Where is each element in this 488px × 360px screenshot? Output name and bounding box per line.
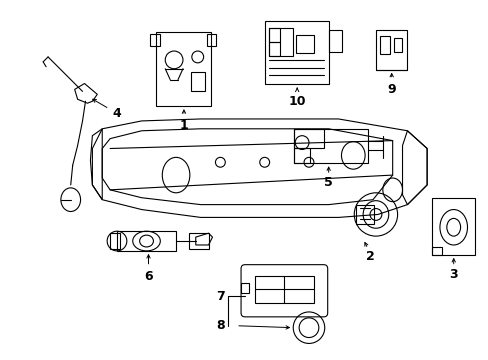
Bar [206,34,216,46]
Text: 4: 4 [93,99,121,120]
Text: 5: 5 [324,176,332,189]
Bar [188,233,208,249]
Bar [268,28,293,56]
Text: 10: 10 [288,95,305,108]
Bar [117,231,176,251]
Bar [268,42,280,56]
Bar [356,204,373,224]
Bar [328,30,342,52]
Bar [294,148,309,163]
Bar [294,129,323,148]
Text: 7: 7 [216,290,224,303]
Bar [268,28,280,42]
Text: 9: 9 [386,83,395,96]
Text: 3: 3 [448,268,457,281]
Bar [296,35,313,53]
Text: 1: 1 [179,120,188,132]
Bar [241,283,248,293]
Bar [156,32,210,106]
Bar [294,129,367,163]
Bar [393,38,401,52]
Bar [190,72,204,91]
Text: 8: 8 [216,319,224,332]
Bar [264,21,328,85]
Bar [431,247,441,255]
Text: 2: 2 [365,250,374,263]
Bar [150,34,160,46]
Text: 6: 6 [144,270,153,283]
Bar [431,198,474,255]
Bar [375,30,407,70]
Bar [379,36,389,54]
Bar [110,233,120,249]
Bar [254,275,313,303]
